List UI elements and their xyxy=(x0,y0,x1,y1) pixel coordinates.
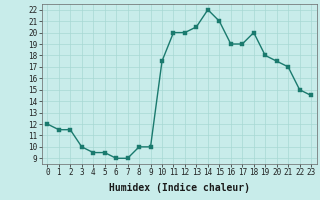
X-axis label: Humidex (Indice chaleur): Humidex (Indice chaleur) xyxy=(109,183,250,193)
